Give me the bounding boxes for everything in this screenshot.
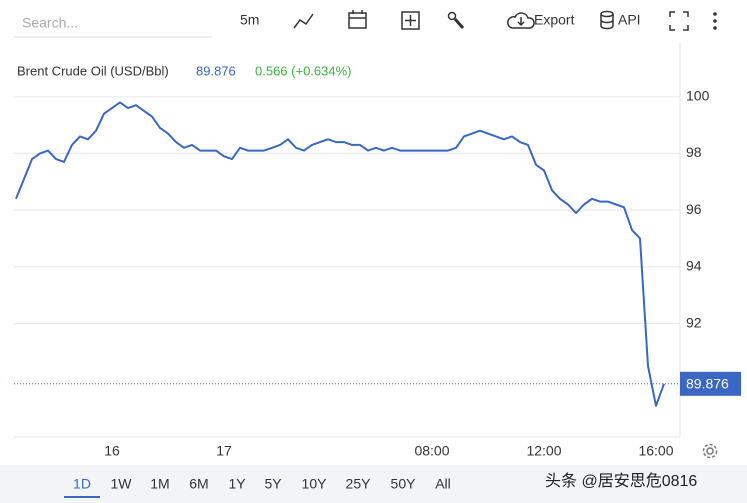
interval-button[interactable]: 5m (240, 12, 259, 28)
tools-icon[interactable] (447, 11, 465, 29)
range-button[interactable]: 1M (150, 476, 169, 492)
api-icon[interactable] (600, 10, 614, 30)
range-button[interactable]: 1W (111, 476, 133, 492)
y-tick-label: 92 (686, 314, 702, 330)
range-button[interactable]: 6M (189, 476, 208, 492)
last-price-tag (680, 371, 741, 396)
search-input[interactable]: Search... (22, 15, 78, 31)
range-button[interactable]: 1Y (228, 476, 246, 492)
menu-icon[interactable] (713, 12, 717, 30)
add-indicator-icon[interactable] (401, 11, 420, 30)
fullscreen-icon[interactable] (669, 11, 689, 31)
header-change: 0.566 (+0.634%) (255, 63, 351, 78)
export-button[interactable]: Export (534, 12, 575, 28)
header-price: 89.876 (196, 63, 236, 78)
chart-title: Brent Crude Oil (USD/Bbl) (17, 63, 169, 78)
x-tick-label: 16 (104, 443, 120, 459)
x-tick-label: 08:00 (414, 443, 449, 459)
range-button[interactable]: 25Y (346, 476, 372, 492)
x-tick-label: 17 (216, 443, 232, 459)
range-button[interactable]: All (435, 476, 451, 492)
x-tick-label: 16:00 (638, 443, 673, 459)
last-price-label: 89.876 (686, 376, 729, 392)
y-tick-label: 96 (686, 201, 702, 217)
export-icon[interactable] (507, 12, 535, 29)
range-button[interactable]: 50Y (391, 476, 417, 492)
price-line (15, 101, 665, 407)
range-bar (0, 465, 747, 503)
watermark: 头条 @居安思危0816 (545, 472, 697, 490)
api-button[interactable]: API (618, 12, 641, 28)
settings-icon[interactable] (702, 443, 718, 459)
y-tick-label: 100 (686, 87, 710, 103)
y-tick-label: 94 (686, 258, 702, 274)
range-button[interactable]: 5Y (264, 476, 282, 492)
range-button[interactable]: 10Y (302, 476, 328, 492)
x-tick-label: 12:00 (526, 443, 561, 459)
y-tick-label: 98 (686, 144, 702, 160)
calendar-icon[interactable] (348, 10, 367, 29)
toolbar: Search... 5m Export API (14, 10, 717, 38)
line-type-icon[interactable] (293, 13, 314, 29)
range-button[interactable]: 1D (73, 476, 91, 492)
